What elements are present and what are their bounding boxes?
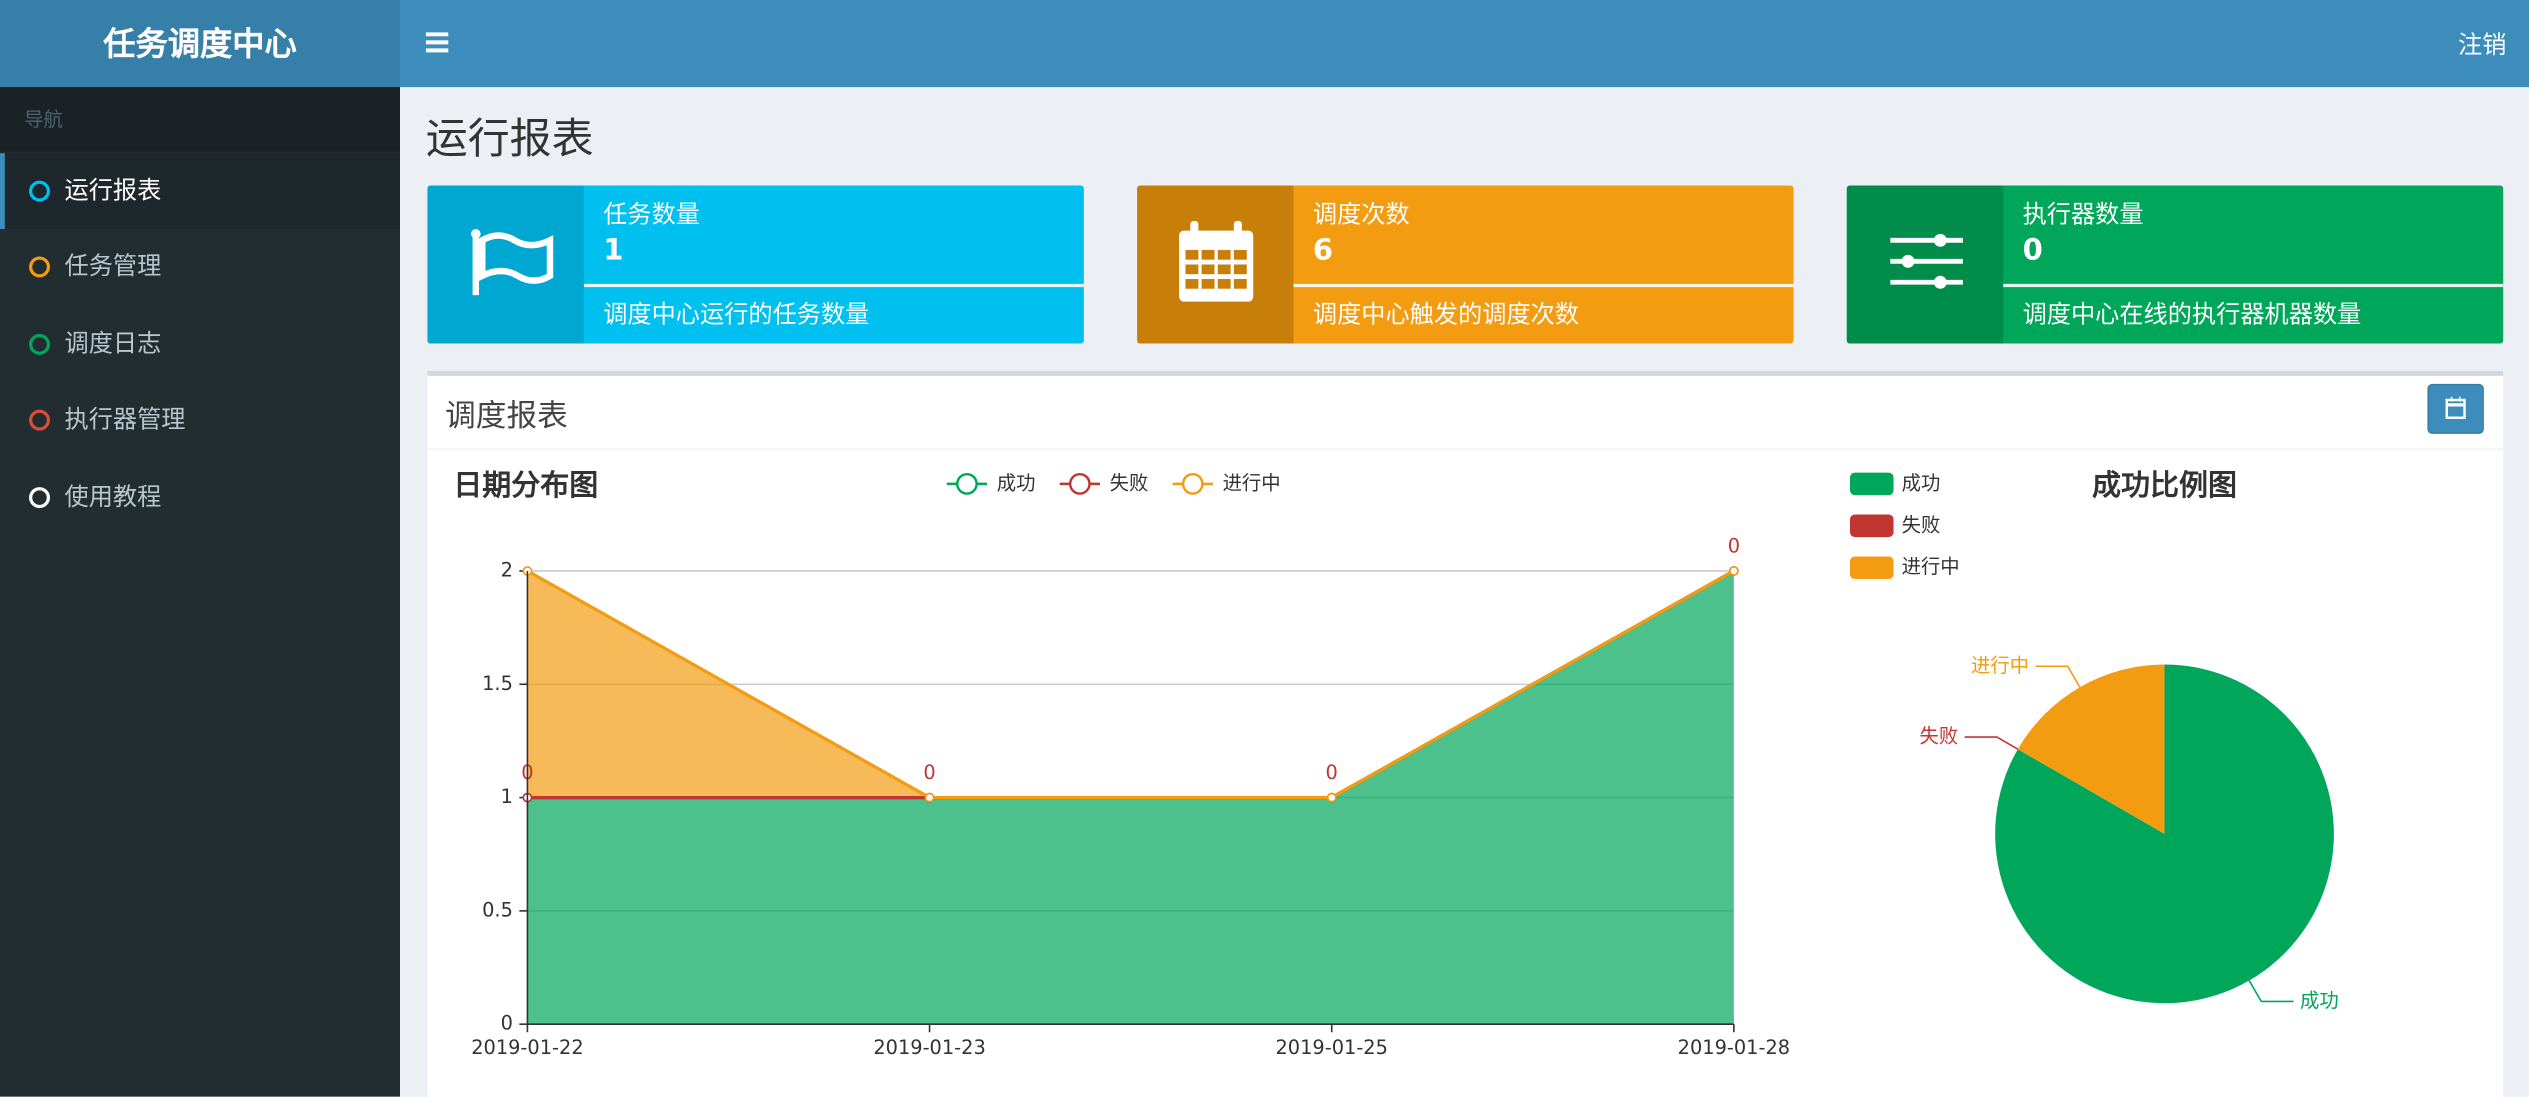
top-bar: 注销 — [399, 0, 2529, 88]
point — [1729, 566, 1739, 576]
menu-item[interactable]: 执行器管理 — [0, 382, 400, 458]
legend-item[interactable]: 失败 — [1059, 471, 1149, 495]
x-tick-label: 2019-01-28 — [1678, 1036, 1790, 1059]
pie-slice — [1995, 664, 2334, 1004]
chart-title: 成功比例图 — [2092, 468, 2237, 502]
page-title: 运行报表 — [425, 116, 594, 165]
menu-item[interactable]: 任务管理 — [0, 229, 400, 305]
legend-marker — [1068, 472, 1091, 495]
value-label: 0 — [923, 761, 935, 784]
pie-slice — [2017, 664, 2165, 834]
box-value: 1 — [603, 233, 624, 268]
legend-swatch — [1849, 514, 1894, 538]
value-label: 0 — [1326, 761, 1338, 784]
point — [924, 792, 935, 803]
legend-label: 进行中 — [1223, 471, 1281, 494]
progress — [2003, 283, 2504, 288]
menu-item[interactable]: 使用教程 — [0, 460, 400, 536]
logout[interactable]: 注销 — [2458, 30, 2507, 60]
calendar-icon — [1137, 185, 1294, 344]
value-label: 0 — [1728, 534, 1740, 557]
legend-label: 进行中 — [1902, 555, 1960, 578]
progress — [583, 283, 1084, 288]
menu-label: 调度日志 — [64, 329, 162, 359]
flag-icon — [427, 185, 584, 344]
slice-label: 失败 — [1919, 725, 1958, 748]
box-title: 执行器数量 — [2022, 199, 2144, 230]
box-value: 0 — [2022, 233, 2043, 268]
info-box: 执行器数量 0 调度中心在线的执行器机器数量 — [1846, 185, 2504, 344]
legend-label: 成功 — [1902, 471, 1941, 494]
progress — [1293, 283, 1794, 288]
box-value: 6 — [1312, 233, 1334, 268]
line — [526, 569, 1735, 800]
y-tick-label: 2 — [501, 558, 513, 581]
y-tick-label: 1 — [501, 785, 513, 808]
date-button[interactable] — [2427, 383, 2484, 434]
nav-section: 导航 — [0, 87, 400, 152]
slice-label: 成功 — [2300, 989, 2339, 1012]
legend-item[interactable]: 进行中 — [1849, 555, 1960, 580]
legend-swatch — [1849, 472, 1894, 496]
box-title: 调度次数 — [1312, 199, 1410, 230]
box-description: 调度中心运行的任务数量 — [603, 299, 870, 330]
point — [1326, 792, 1337, 803]
menu-item[interactable]: 调度日志 — [0, 306, 400, 382]
menu-toggle[interactable] — [425, 32, 449, 53]
legend-label: 失败 — [1902, 513, 1941, 536]
label-line — [2035, 665, 2081, 688]
divider — [427, 448, 2504, 450]
legend-item[interactable]: 进行中 — [1172, 471, 1281, 495]
legend-item[interactable]: 失败 — [1849, 513, 1941, 538]
menu-label: 任务管理 — [64, 251, 162, 281]
legend-marker — [956, 472, 978, 495]
menu-label: 使用教程 — [64, 482, 162, 512]
legend-item[interactable]: 成功 — [1849, 471, 1941, 496]
menu-label: 执行器管理 — [64, 404, 186, 434]
legend-swatch — [1849, 556, 1894, 580]
legend-label: 失败 — [1110, 471, 1149, 494]
x-tick-label: 2019-01-23 — [873, 1036, 985, 1059]
info-box: 任务数量 1 调度中心运行的任务数量 — [427, 185, 1084, 344]
info-box: 调度次数 6 调度中心触发的调度次数 — [1137, 185, 1794, 344]
x-tick-label: 2019-01-22 — [471, 1036, 583, 1059]
box-title: 调度报表 — [445, 398, 568, 434]
legend-marker — [1181, 472, 1204, 495]
y-tick-label: 0.5 — [482, 898, 513, 921]
menu-label: 运行报表 — [64, 175, 162, 205]
slice-label: 进行中 — [1971, 654, 2029, 677]
x-tick-label: 2019-01-25 — [1276, 1036, 1388, 1059]
y-tick-label: 0 — [501, 1012, 513, 1035]
label-line — [1964, 736, 2019, 750]
legend-label: 成功 — [997, 471, 1036, 494]
box-title: 任务数量 — [603, 199, 701, 230]
legend-item[interactable]: 成功 — [946, 471, 1036, 495]
calendar-icon — [2445, 396, 2466, 419]
sidebar: 导航 运行报表 任务管理 调度日志 执行器管理 使用教程 — [0, 87, 400, 1097]
sliders-icon — [1846, 185, 2004, 344]
box-description: 调度中心在线的执行器机器数量 — [2022, 299, 2362, 330]
chart-title: 日期分布图 — [453, 468, 598, 502]
label-line — [2248, 980, 2294, 1003]
area — [527, 570, 1734, 798]
menu-item[interactable]: 运行报表 — [0, 153, 400, 230]
y-tick-label: 1.5 — [482, 672, 513, 695]
logo[interactable]: 任务调度中心 — [0, 0, 400, 88]
box-description: 调度中心触发的调度次数 — [1312, 299, 1580, 330]
